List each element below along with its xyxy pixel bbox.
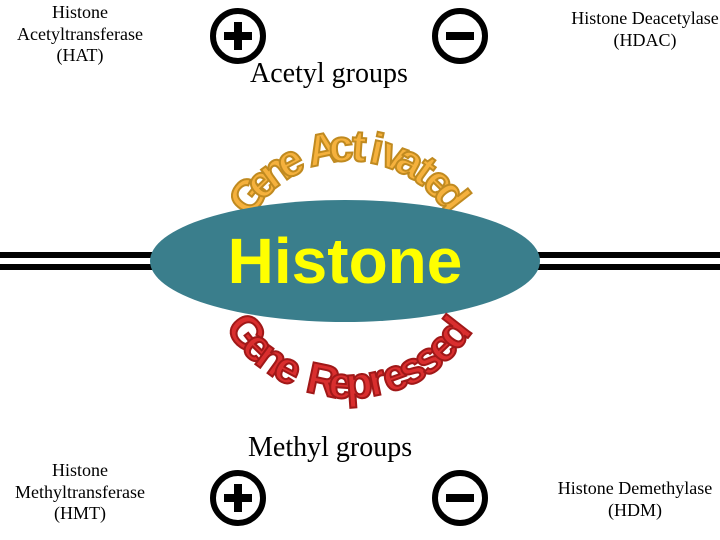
gene-repressed-text: Gene Repressed (0, 0, 720, 540)
